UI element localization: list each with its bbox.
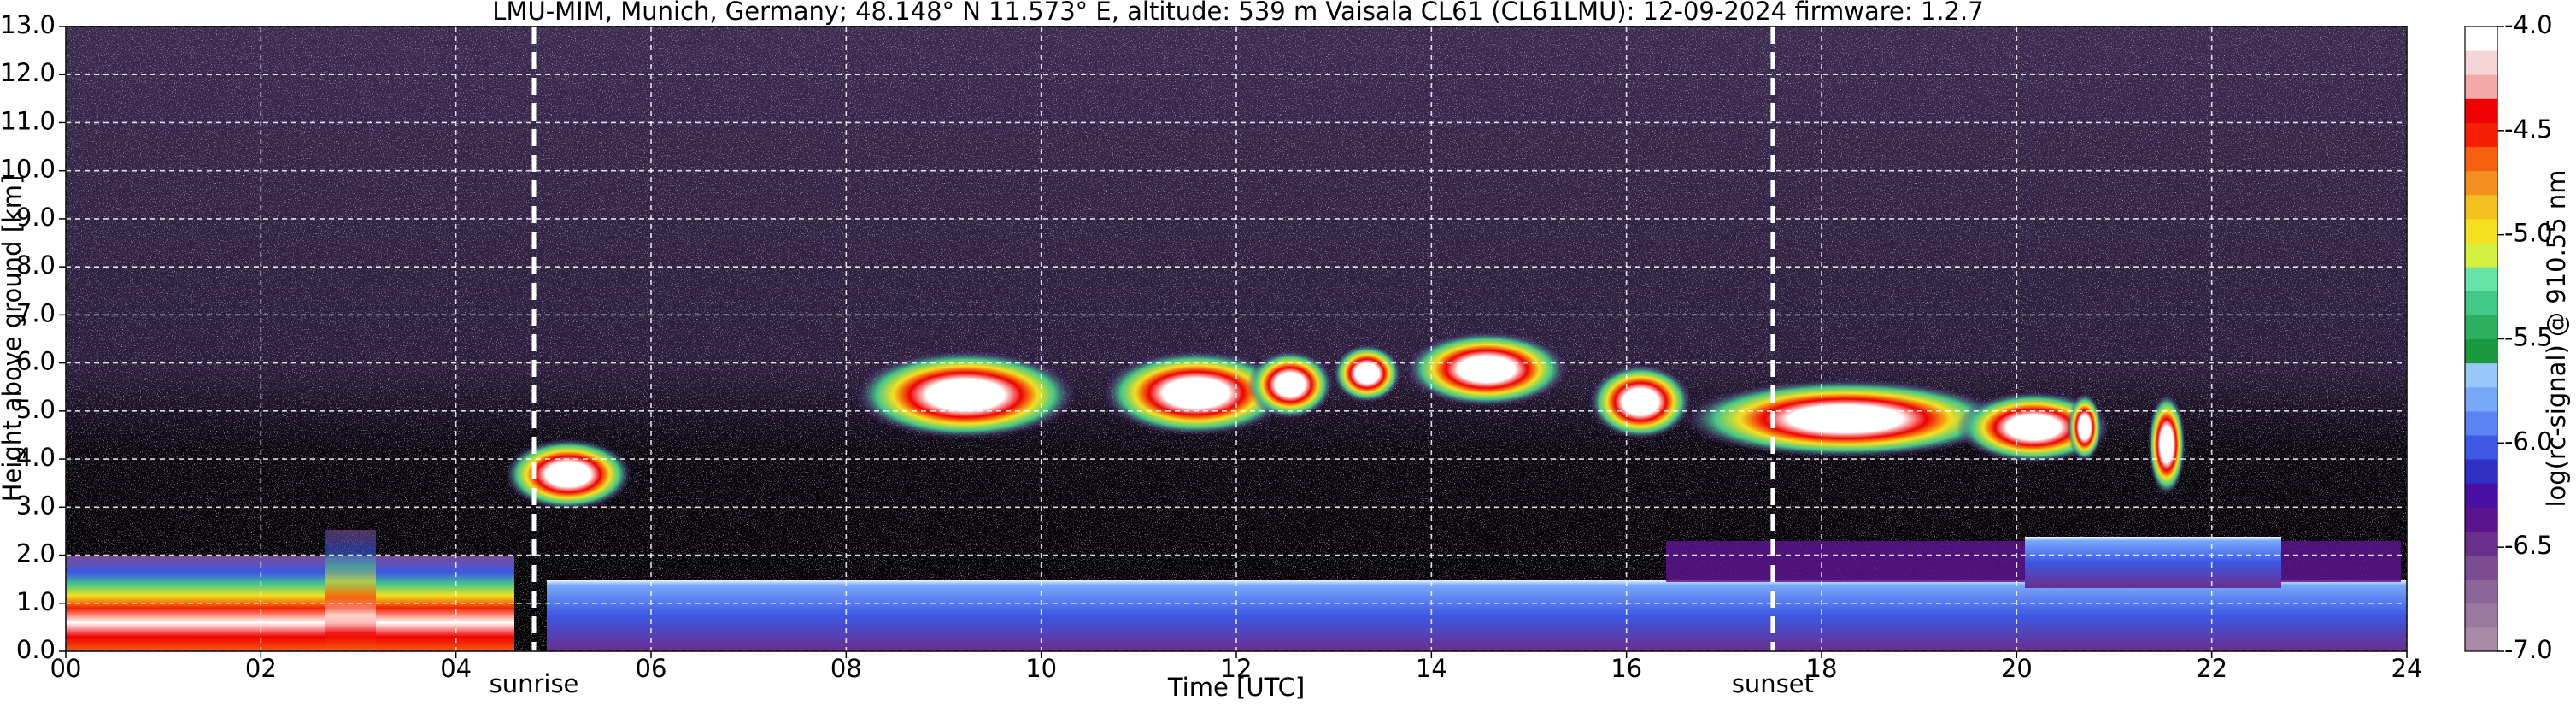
x-tick-label: 20 (2001, 654, 2033, 683)
y-tick-label: 5.0 (16, 395, 56, 424)
x-tick-label: 22 (2196, 654, 2227, 683)
colorbar-tick-label: -6.5 (2504, 531, 2553, 560)
colorbar-band (2465, 459, 2497, 484)
y-tick-label: 4.0 (16, 443, 56, 472)
x-tick-label: 24 (2391, 654, 2423, 683)
colorbar-band (2465, 507, 2497, 532)
colorbar-band (2465, 218, 2497, 244)
y-tick-label: 8.0 (16, 250, 56, 279)
colorbar-band (2465, 146, 2497, 172)
colorbar-band (2465, 267, 2497, 291)
colorbar-band (2465, 386, 2497, 412)
x-tick-label: 08 (830, 654, 862, 683)
colorbar-band (2465, 531, 2497, 556)
colorbar-band (2465, 338, 2497, 364)
y-tick-label: 3.0 (16, 491, 56, 520)
annotation-label: sunset (1732, 669, 1814, 698)
colorbar-tick-label: -4.5 (2504, 115, 2553, 144)
y-tick-label: 13.0 (0, 10, 56, 39)
colorbar-band (2465, 362, 2497, 388)
colorbar-band (2465, 410, 2497, 436)
colorbar-tick-label: -5.0 (2504, 219, 2553, 248)
chart-title: LMU-MIM, Munich, Germany; 48.148° N 11.5… (492, 0, 1983, 26)
plot-frame (65, 26, 2408, 652)
colorbar-label: log(rc-signal) @ 910.55 nm (2542, 169, 2571, 507)
colorbar-band (2465, 26, 2497, 51)
x-axis-label: Time [UTC] (1167, 673, 1305, 702)
colorbar-band (2465, 627, 2497, 652)
y-tick-label: 12.0 (0, 58, 56, 87)
y-tick-label: 11.0 (0, 106, 56, 135)
x-tick-label: 18 (1806, 654, 1838, 683)
colorbar-band (2465, 243, 2497, 268)
colorbar-band (2465, 555, 2497, 580)
x-tick-label: 06 (636, 654, 667, 683)
x-tick-label: 14 (1416, 654, 1447, 683)
colorbar-band (2465, 579, 2497, 604)
colorbar-tick-label: -7.0 (2504, 635, 2553, 664)
colorbar-band (2465, 603, 2497, 628)
colorbar-band (2465, 122, 2497, 148)
colorbar-band (2465, 194, 2497, 220)
annotation-label: sunrise (490, 669, 579, 698)
colorbar-band (2465, 434, 2497, 460)
colorbar-band (2465, 98, 2497, 123)
y-tick-label: 2.0 (16, 539, 56, 568)
x-tick-label: 02 (245, 654, 277, 683)
colorbar-band (2465, 315, 2497, 339)
x-tick-label: 10 (1025, 654, 1057, 683)
colorbar-tick-label: -5.5 (2504, 323, 2553, 352)
colorbar-band (2465, 291, 2497, 315)
y-tick-label: 10.0 (0, 155, 56, 184)
y-tick-label: 1.0 (16, 587, 56, 616)
y-tick-label: 0.0 (16, 635, 56, 664)
y-tick-label: 9.0 (16, 203, 56, 232)
colorbar-tick-label: -6.0 (2504, 427, 2553, 456)
y-axis-label: Height above ground [km] (0, 175, 26, 503)
x-tick-label: 16 (1611, 654, 1642, 683)
y-tick-label: 6.0 (16, 347, 56, 376)
colorbar-band (2465, 74, 2497, 99)
colorbar-band (2465, 483, 2497, 508)
colorbar-tick-label: -4.0 (2504, 10, 2553, 39)
x-tick-label: 12 (1221, 654, 1253, 683)
x-tick-label: 04 (440, 654, 472, 683)
colorbar-band (2465, 170, 2497, 196)
y-tick-label: 7.0 (16, 298, 56, 327)
x-tick-label: 00 (50, 654, 82, 683)
colorbar-band (2465, 50, 2497, 75)
